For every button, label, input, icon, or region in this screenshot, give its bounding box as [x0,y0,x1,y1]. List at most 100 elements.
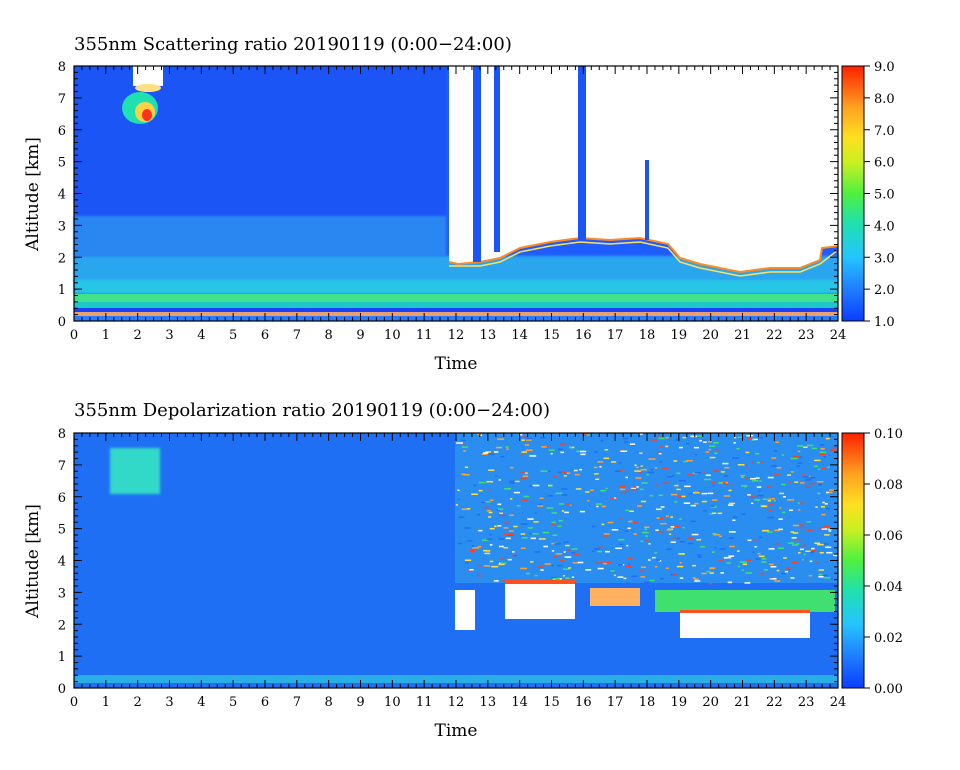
noise-speck [486,488,490,491]
noise-speck [739,561,747,563]
noise-speck [819,444,825,446]
noise-speck [644,581,651,584]
noise-speck [824,525,830,528]
noise-speck [753,538,758,541]
noise-speck [724,466,730,469]
noise-speck [580,453,586,456]
x-tick-label: 11 [416,695,433,710]
noise-speck [828,530,832,532]
noise-speck [614,470,621,473]
noise-speck [548,485,551,487]
noise-speck [660,446,663,448]
noise-speck [656,435,661,437]
noise-speck [776,467,782,469]
noise-speck [823,576,831,579]
y-tick-label: 6 [58,491,66,506]
noise-speck [825,546,832,549]
noise-speck [710,506,717,508]
noise-speck [796,465,801,467]
noise-speck [484,552,491,555]
noise-speck [709,572,714,574]
cloud-base-band-2c [455,590,475,630]
noise-speck [825,437,830,440]
noise-speck [582,434,588,436]
noise-speck [555,492,563,495]
noise-speck [690,504,696,507]
noise-speck [543,545,548,548]
noise-speck [809,560,813,563]
noise-speck [691,533,699,536]
noise-speck [798,509,801,511]
noise-speck [610,461,617,463]
noise-speck [818,576,824,578]
noise-speck [577,561,584,564]
noise-speck [694,578,699,580]
noise-speck [702,441,707,443]
y-axis-label-1: Altitude [km] [23,137,43,252]
noise-speck [658,451,661,453]
noise-speck [487,516,492,518]
noise-speck [767,516,775,519]
noise-speck [758,536,763,539]
x-tick-label: 8 [325,328,333,343]
noise-speck [481,539,489,541]
noise-speck [610,497,615,500]
noise-speck [624,490,629,492]
noise-speck [802,473,805,476]
noise-speck [605,487,608,490]
noise-speck [558,503,564,505]
x-axis-label-2: Time [435,721,478,741]
noise-speck [522,475,529,477]
noise-speck [723,475,729,477]
noise-speck [818,573,823,576]
noise-speck [490,499,494,501]
x-tick-label: 8 [325,695,333,710]
bl-band-1b [74,280,838,294]
noise-speck [481,501,487,504]
noise-speck [688,537,693,540]
noise-speck [699,439,703,442]
noise-speck [629,510,634,513]
noise-speck [830,449,837,451]
noise-speck [768,509,772,512]
noise-speck [659,577,664,580]
noise-speck [648,458,656,460]
noise-speck [737,436,744,439]
x-tick-label: 1 [102,328,110,343]
noise-speck [782,496,786,498]
noise-speck [590,489,594,491]
noise-speck [552,534,558,537]
noise-speck [665,567,669,569]
noise-speck [697,556,702,558]
noise-speck [640,540,644,543]
noise-speck [634,470,641,472]
noise-speck [708,448,712,451]
noise-speck [751,439,755,441]
noise-speck [792,532,799,534]
noise-speck [737,464,745,466]
noise-speck [712,484,715,487]
noise-speck [771,497,775,500]
noise-speck [550,452,553,455]
noise-speck [752,551,755,553]
noise-speck [558,520,563,522]
noise-speck [527,518,534,520]
noise-speck [468,550,474,552]
noise-speck [762,529,769,532]
noise-speck [469,569,474,571]
noise-speck [509,514,514,516]
depolarization-ratio-panel: 355nm Depolarization ratio 20190119 (0:0… [23,400,903,741]
noise-speck [558,471,564,474]
noise-speck [645,535,648,537]
noise-speck [773,474,781,476]
x-tick-label: 1 [102,695,110,710]
noise-speck [497,503,502,506]
noise-speck [554,543,562,545]
noise-speck [774,529,780,532]
noise-speck [557,448,563,451]
noise-speck [496,509,501,511]
x-tick-label: 21 [734,328,751,343]
noise-speck [774,450,778,452]
cloud-streak-1d [645,160,649,240]
noise-speck [675,439,679,441]
